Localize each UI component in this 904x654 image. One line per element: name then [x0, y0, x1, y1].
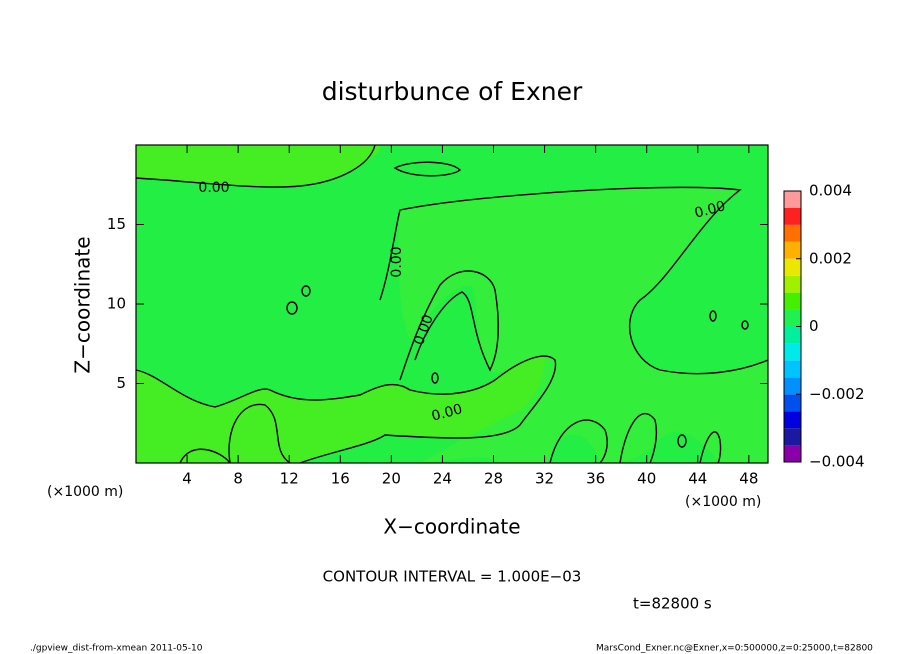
colorbar-tick-label: −0.002 [809, 385, 865, 403]
colorbar-tick-label: −0.004 [809, 453, 865, 471]
x-tick-label: 36 [586, 470, 605, 488]
x-tick-label: 4 [182, 470, 192, 488]
time-label: t=82800 s [633, 595, 712, 613]
contour-interval: CONTOUR INTERVAL = 1.000E−03 [323, 568, 582, 586]
colorbar-tick-label: 0.002 [809, 249, 852, 267]
x-tick-label: 48 [739, 470, 758, 488]
colorbar-box [784, 309, 801, 327]
colorbar-box [784, 258, 801, 276]
colorbar-box [784, 428, 801, 446]
contour-label: 0.00 [198, 180, 229, 196]
y-tick-label: 10 [107, 295, 126, 313]
chart-title: disturbunce of Exner [322, 77, 583, 106]
colorbar-box [784, 445, 801, 462]
colorbar-box [784, 292, 801, 310]
contour-label: 0.00 [389, 246, 405, 277]
x-tick-label: 44 [688, 470, 707, 488]
contour-label: 0.00 [693, 198, 727, 222]
footer-right: MarsCond_Exner.nc@Exner,x=0:500000,z=0:2… [596, 644, 873, 654]
footer-left: ./gpview_dist-from-xmean 2011-05-10 [30, 644, 203, 654]
x-unit-right: (×1000 m) [685, 494, 761, 510]
colorbar-box [784, 207, 801, 225]
x-tick-label: 28 [484, 470, 503, 488]
colorbar-box [784, 394, 801, 412]
contours [135, 144, 769, 464]
colorbar-box [784, 411, 801, 429]
x-unit-left: (×1000 m) [47, 484, 123, 500]
colorbar-box [784, 224, 801, 242]
colorbar-box [784, 191, 801, 208]
colorbar-box [784, 275, 801, 293]
colorbar-box [784, 326, 801, 344]
colorbar-box [784, 360, 801, 378]
colorbar-tick-label: 0 [809, 317, 819, 335]
x-tick-label: 40 [637, 470, 656, 488]
y-tick-label: 5 [116, 374, 126, 392]
y-axis-label: Z−coordinate [71, 236, 95, 373]
x-tick-label: 24 [433, 470, 452, 488]
colorbar-box [784, 343, 801, 361]
x-tick-label: 16 [331, 470, 350, 488]
contour-label: 0.00 [430, 401, 464, 425]
colorbar-box [784, 377, 801, 395]
colorbar-tick-label: 0.004 [809, 182, 852, 200]
y-tick-label: 15 [107, 215, 126, 233]
x-tick-label: 12 [280, 470, 299, 488]
x-tick-label: 20 [382, 470, 401, 488]
colorbar-box [784, 241, 801, 259]
x-axis-label: X−coordinate [383, 515, 520, 539]
x-tick-label: 8 [233, 470, 243, 488]
plot-fill [136, 145, 768, 463]
x-tick-label: 32 [535, 470, 554, 488]
